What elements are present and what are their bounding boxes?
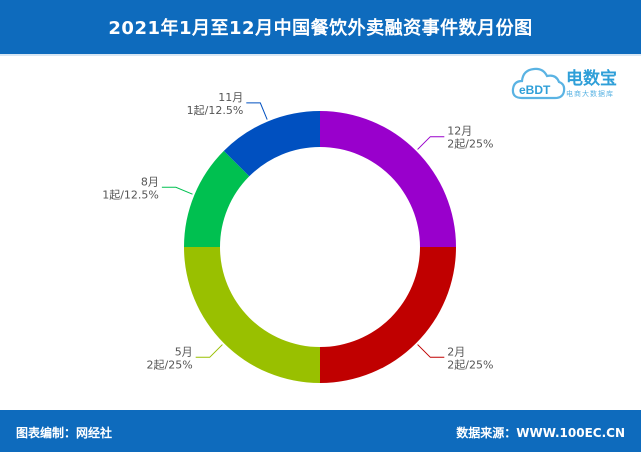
slice-category-label: 8月	[141, 175, 159, 188]
donut-slice-3	[184, 247, 320, 383]
donut-slice-5	[223, 111, 320, 177]
donut-slice-2	[320, 247, 456, 383]
slice-category-label: 12月	[447, 125, 472, 138]
footer-credit: 图表编制：网经社	[16, 426, 113, 440]
title-bar: 2021年1月至12月中国餐饮外卖融资事件数月份图	[0, 0, 641, 56]
leader-line-5	[246, 102, 268, 120]
leader-line-3	[195, 344, 223, 358]
leader-lines	[161, 102, 445, 358]
logo-mark-text: eBDT	[519, 83, 551, 97]
leader-line-2	[417, 344, 445, 358]
footer-source: 数据来源：WWW.100EC.CN	[456, 426, 625, 440]
slice-category-label: 2月	[447, 345, 465, 358]
donut-slices	[184, 111, 456, 383]
chart-area: 12月 2起/25% 2月 2起/25% 5月 2起/25% 8月 1起/12.5% 11月 1起…	[0, 56, 641, 410]
page-title: 2021年1月至12月中国餐饮外卖融资事件数月份图	[108, 18, 533, 39]
slice-value-label: 2起/25%	[447, 138, 493, 151]
slice-value-label: 1起/12.5%	[102, 188, 159, 201]
logo: eBDT 电数宝 电商大数据库	[510, 60, 630, 108]
slice-labels: 12月2起/25%2月2起/25%5月2起/25%8月1起/12.5%11月1起…	[102, 91, 493, 371]
slice-category-label: 11月	[218, 91, 243, 104]
slice-value-label: 1起/12.5%	[187, 104, 244, 117]
logo-subtext: 电商大数据库	[566, 90, 614, 98]
leader-line-1	[417, 136, 445, 150]
logo-text: 电数宝	[566, 69, 617, 89]
slice-value-label: 2起/25%	[447, 358, 493, 371]
cloud-logo-icon: eBDT	[511, 67, 566, 100]
footer-bar: 图表编制：网经社 数据来源：WWW.100EC.CN	[0, 410, 641, 452]
donut-chart: 12月2起/25%2月2起/25%5月2起/25%8月1起/12.5%11月1起…	[102, 91, 493, 383]
slice-value-label: 2起/25%	[147, 358, 193, 371]
leader-line-4	[161, 186, 193, 195]
slice-category-label: 5月	[175, 345, 193, 358]
donut-slice-4	[184, 150, 250, 247]
donut-slice-1	[320, 111, 456, 247]
